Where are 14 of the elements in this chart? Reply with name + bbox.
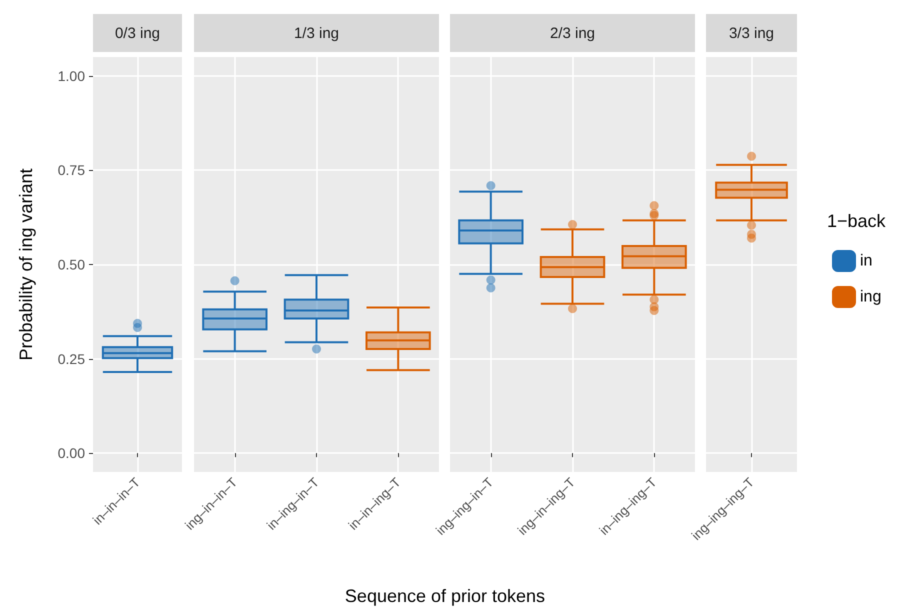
y-tick-label: 0.50 xyxy=(58,256,86,272)
x-axis-title: Sequence of prior tokens xyxy=(344,586,546,607)
y-axis-title: Probability of ing variant xyxy=(16,168,36,361)
chart-title: 3/3 ing xyxy=(706,14,797,52)
chart-title: 2/3 ing xyxy=(450,14,695,52)
y-tick-label: 0.00 xyxy=(58,445,86,462)
y-tick-label: 0.25 xyxy=(58,350,86,367)
legend-title: 1−back xyxy=(827,211,887,231)
y-tick-label: 0.75 xyxy=(58,162,86,178)
chart-title: 0/3 ing xyxy=(93,14,182,52)
y-tick-label: 1.00 xyxy=(58,68,86,84)
legend-label: in xyxy=(860,252,872,270)
chart-title: 1/3 ing xyxy=(194,14,439,52)
legend-label: ing xyxy=(860,288,882,306)
